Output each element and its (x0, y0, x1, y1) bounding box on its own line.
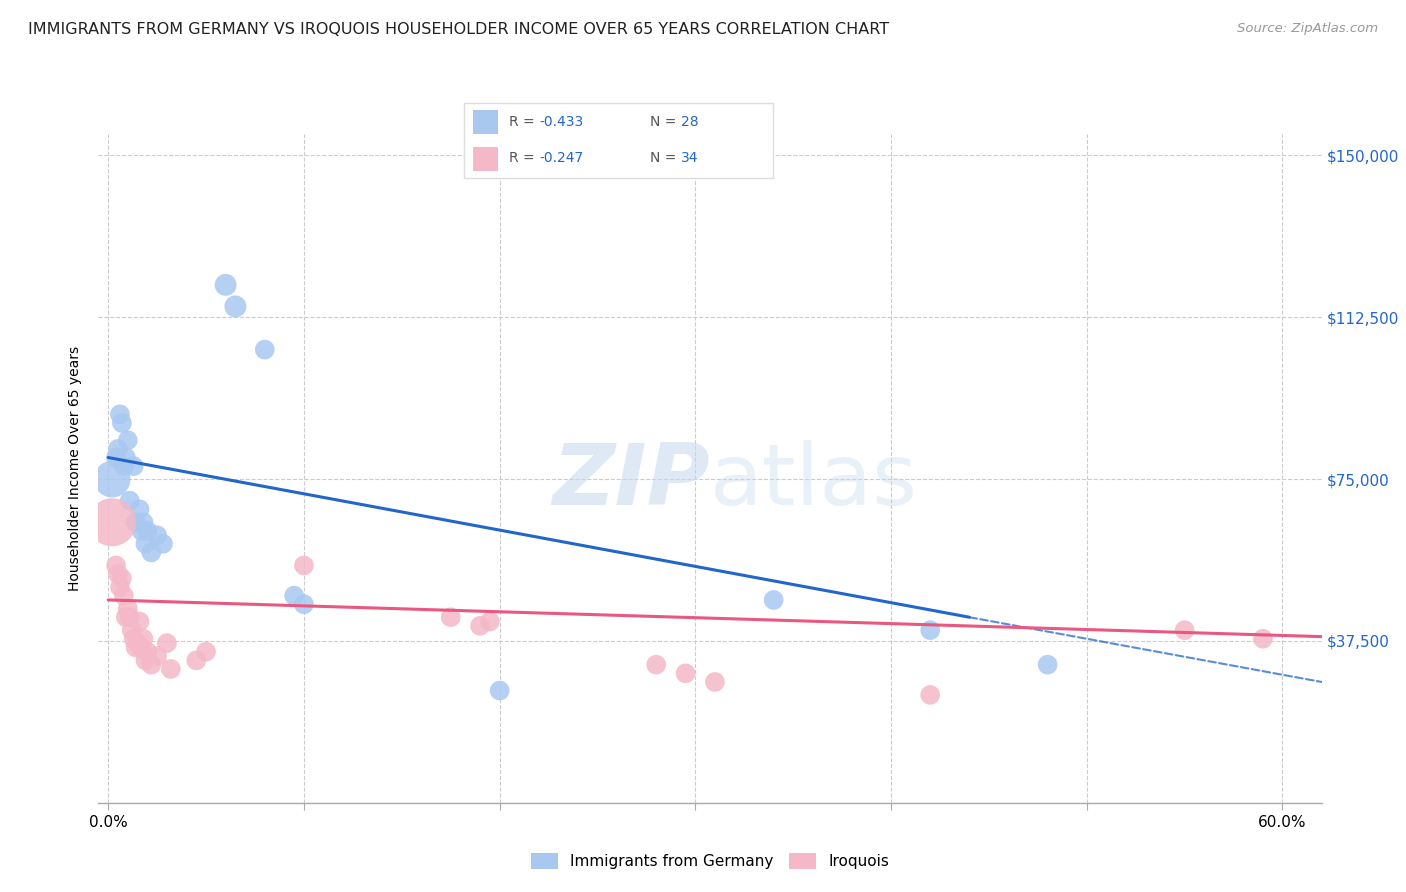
Point (128, 615, 150, 629)
Point (920, 688, 942, 702)
Point (141, 545, 163, 559)
Point (468, 619, 491, 633)
Point (762, 593, 785, 607)
Point (122, 632, 145, 646)
Point (488, 683, 510, 698)
Point (224, 300, 246, 314)
Point (108, 408, 131, 422)
Point (920, 623, 942, 637)
Point (134, 653, 156, 667)
Point (107, 567, 129, 582)
Point (114, 610, 136, 624)
Y-axis label: Householder Income Over 65 years: Householder Income Over 65 years (69, 346, 83, 591)
Point (121, 623, 143, 637)
Point (127, 636, 149, 650)
Text: R =: R = (509, 114, 538, 128)
Point (105, 450, 128, 465)
Point (132, 632, 155, 646)
Legend: Immigrants from Germany, Iroquois: Immigrants from Germany, Iroquois (524, 847, 896, 875)
Point (645, 657, 668, 672)
Point (112, 589, 135, 603)
Point (105, 558, 128, 573)
Text: 34: 34 (681, 151, 697, 165)
Point (283, 589, 305, 603)
Point (703, 675, 725, 690)
Point (214, 277, 236, 292)
FancyBboxPatch shape (464, 103, 773, 178)
Point (128, 502, 150, 516)
Text: -0.433: -0.433 (540, 114, 583, 128)
Point (675, 666, 697, 681)
Point (124, 515, 146, 529)
FancyBboxPatch shape (474, 146, 498, 171)
Point (118, 493, 141, 508)
Text: N =: N = (650, 151, 681, 165)
Point (117, 434, 139, 448)
Point (195, 645, 218, 659)
Point (136, 645, 159, 659)
Point (478, 615, 501, 629)
Text: -0.247: -0.247 (540, 151, 583, 165)
Point (160, 662, 183, 676)
Point (292, 597, 315, 611)
Point (292, 558, 315, 573)
Point (253, 343, 276, 357)
Point (112, 459, 135, 474)
Point (1036, 657, 1059, 672)
Point (186, 653, 208, 667)
Point (152, 537, 174, 551)
Point (101, 515, 124, 529)
Point (146, 528, 169, 542)
FancyBboxPatch shape (474, 111, 498, 135)
Text: R =: R = (509, 151, 538, 165)
Text: 28: 28 (681, 114, 699, 128)
Point (1251, 632, 1274, 646)
Point (124, 640, 146, 655)
Point (107, 442, 129, 456)
Point (134, 537, 156, 551)
Point (132, 515, 155, 529)
Point (156, 636, 179, 650)
Text: atlas: atlas (710, 440, 918, 524)
Point (131, 640, 153, 655)
Point (118, 610, 141, 624)
Point (1174, 623, 1197, 637)
Point (108, 580, 131, 594)
Point (131, 524, 153, 538)
Point (141, 657, 163, 672)
Point (440, 610, 463, 624)
Point (111, 571, 134, 585)
Text: Source: ZipAtlas.com: Source: ZipAtlas.com (1237, 22, 1378, 36)
Text: N =: N = (650, 114, 681, 128)
Point (117, 601, 139, 615)
Point (101, 472, 124, 486)
Text: ZIP: ZIP (553, 440, 710, 524)
Point (136, 524, 159, 538)
Point (114, 450, 136, 465)
Point (146, 648, 169, 663)
Text: IMMIGRANTS FROM GERMANY VS IROQUOIS HOUSEHOLDER INCOME OVER 65 YEARS CORRELATION: IMMIGRANTS FROM GERMANY VS IROQUOIS HOUS… (28, 22, 889, 37)
Point (111, 416, 134, 430)
Point (122, 459, 145, 474)
